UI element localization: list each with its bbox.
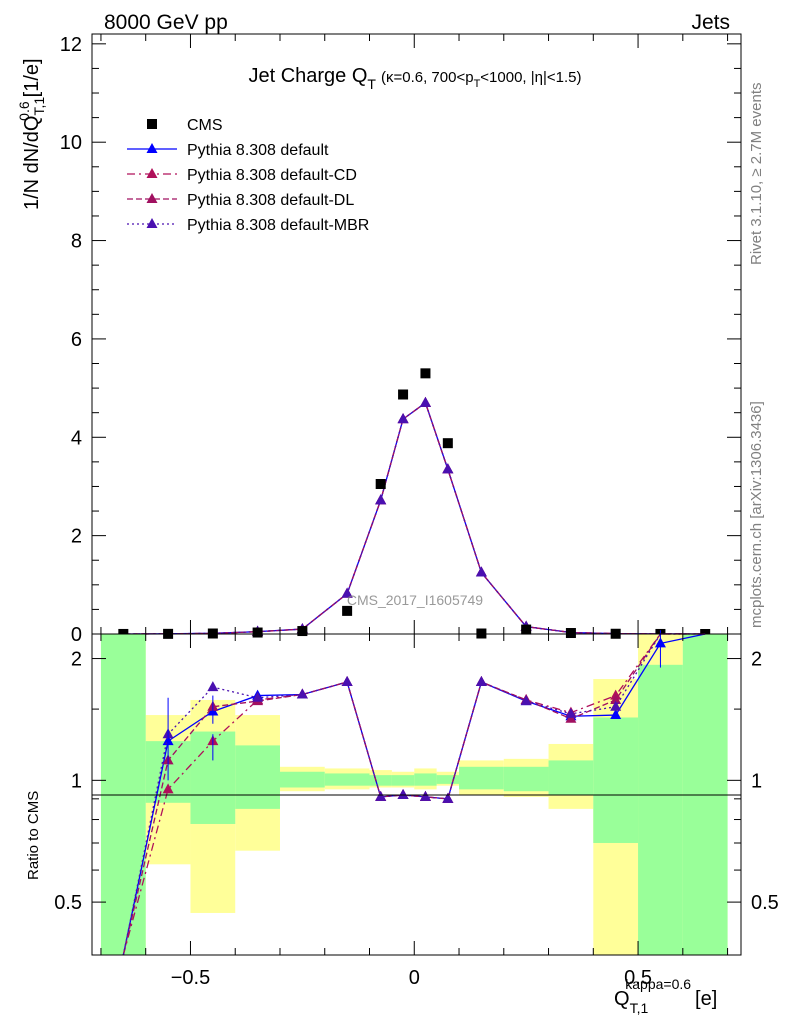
legend-label: Pythia 8.308 default [187,142,329,159]
cms-point [297,626,308,637]
bottom-y-axis-label: Ratio to CMS [25,791,42,880]
y-tick-label: 4 [71,427,82,449]
ratio-point [375,790,387,801]
ratio-y-tick-label-right: 1 [751,770,762,792]
cms-point [342,605,353,616]
mc-point [442,463,454,474]
legend-label: Pythia 8.308 default-DL [187,192,354,209]
y-tick-label: 10 [60,132,82,154]
ratio-point [610,700,622,711]
mc-point [419,396,431,407]
watermark-label: CMS_2017_I1605749 [347,592,483,608]
cms-point [521,624,532,635]
header-left-label: 8000 GeV pp [104,11,228,34]
ratio-y-tick-label-right: 2 [751,649,762,671]
mc-point [397,413,409,424]
ratio-point [442,792,454,803]
mc-point [341,587,353,598]
ratio-point [207,681,219,692]
green-band-bin [548,760,594,795]
ratio-point [610,709,622,720]
ratio-y-tick-label: 0.5 [54,892,82,914]
green-band-bin [324,773,370,786]
y-tick-label: 0 [71,624,82,646]
cms-point [565,628,576,639]
bottom-panel: 0.5 0.5 1 1 2 2 −0.5 0 0.5 Ratio to CMS QT,1kapp… [25,630,779,1016]
y-tick-label: 6 [71,329,82,351]
cms-point [252,627,263,638]
legend-label: Pythia 8.308 default-CD [187,167,357,184]
mcplots-url-label: mcplots.cern.ch [arXiv:1306.3436] [748,401,765,628]
legend-label: Pythia 8.308 default-MBR [187,217,369,234]
green-band-bin [369,775,392,786]
top-panel: CMS Pythia 8.308 default Pythia 8.308 defa… [16,33,742,646]
ratio-point [475,676,487,687]
legend-label: CMS [187,117,223,134]
ratio-point [397,788,409,799]
green-band-bin [436,775,460,784]
ratio-y-tick-label-right: 0.5 [751,892,779,914]
x-tick-label: 0 [409,967,420,989]
x-tick-label: 0.5 [624,967,652,989]
cms-point [398,389,409,400]
y-tick-label: 8 [71,231,82,253]
green-band-bin [279,771,325,788]
legend: CMS Pythia 8.308 default Pythia 8.308 defa… [127,117,369,234]
cms-point [442,438,453,449]
bottom-x-axis-label: QT,1kappa=0.6[e] [614,976,717,1016]
green-band-bin [638,664,683,955]
green-band-bin [235,745,280,809]
ratio-point [610,693,622,704]
header-right-label: Jets [691,11,730,34]
ratio-point [296,688,308,699]
rivet-version-label: Rivet 3.1.10, ≥ 2.7M events [748,83,765,266]
ratio-y-tick-label: 1 [71,770,82,792]
ratio-point [419,790,431,801]
x-tick-label: −0.5 [171,967,210,989]
mc-point [475,566,487,577]
mc-point [375,494,387,505]
legend-marker [146,143,158,153]
top-y-axis-label: 1/N dN/dQT,10.6[1/e] [16,58,47,210]
green-band-bin [459,766,504,790]
y-tick-label: 2 [71,526,82,548]
cms-point [420,368,431,379]
green-band-bin [414,773,437,786]
bottom-plot-frame [91,633,742,956]
y-tick-label: 12 [60,34,82,56]
legend-marker [146,193,158,203]
cms-point [375,479,386,489]
legend-marker [146,168,158,178]
legend-marker [147,119,157,129]
series-line [122,633,706,956]
green-band-bin [593,717,639,843]
legend-marker [146,218,158,228]
ratio-point [252,691,264,702]
ratio-point [162,783,174,794]
green-band-bin [391,775,415,786]
ratio-point [565,707,577,718]
ratio-point [520,695,532,706]
ratio-point [341,676,353,687]
ratio-y-tick-label: 2 [71,649,82,671]
green-band-bin [503,766,549,792]
top-title: Jet Charge QT (κ=0.6, 700<pT<1000, |η|<1.… [248,65,581,92]
